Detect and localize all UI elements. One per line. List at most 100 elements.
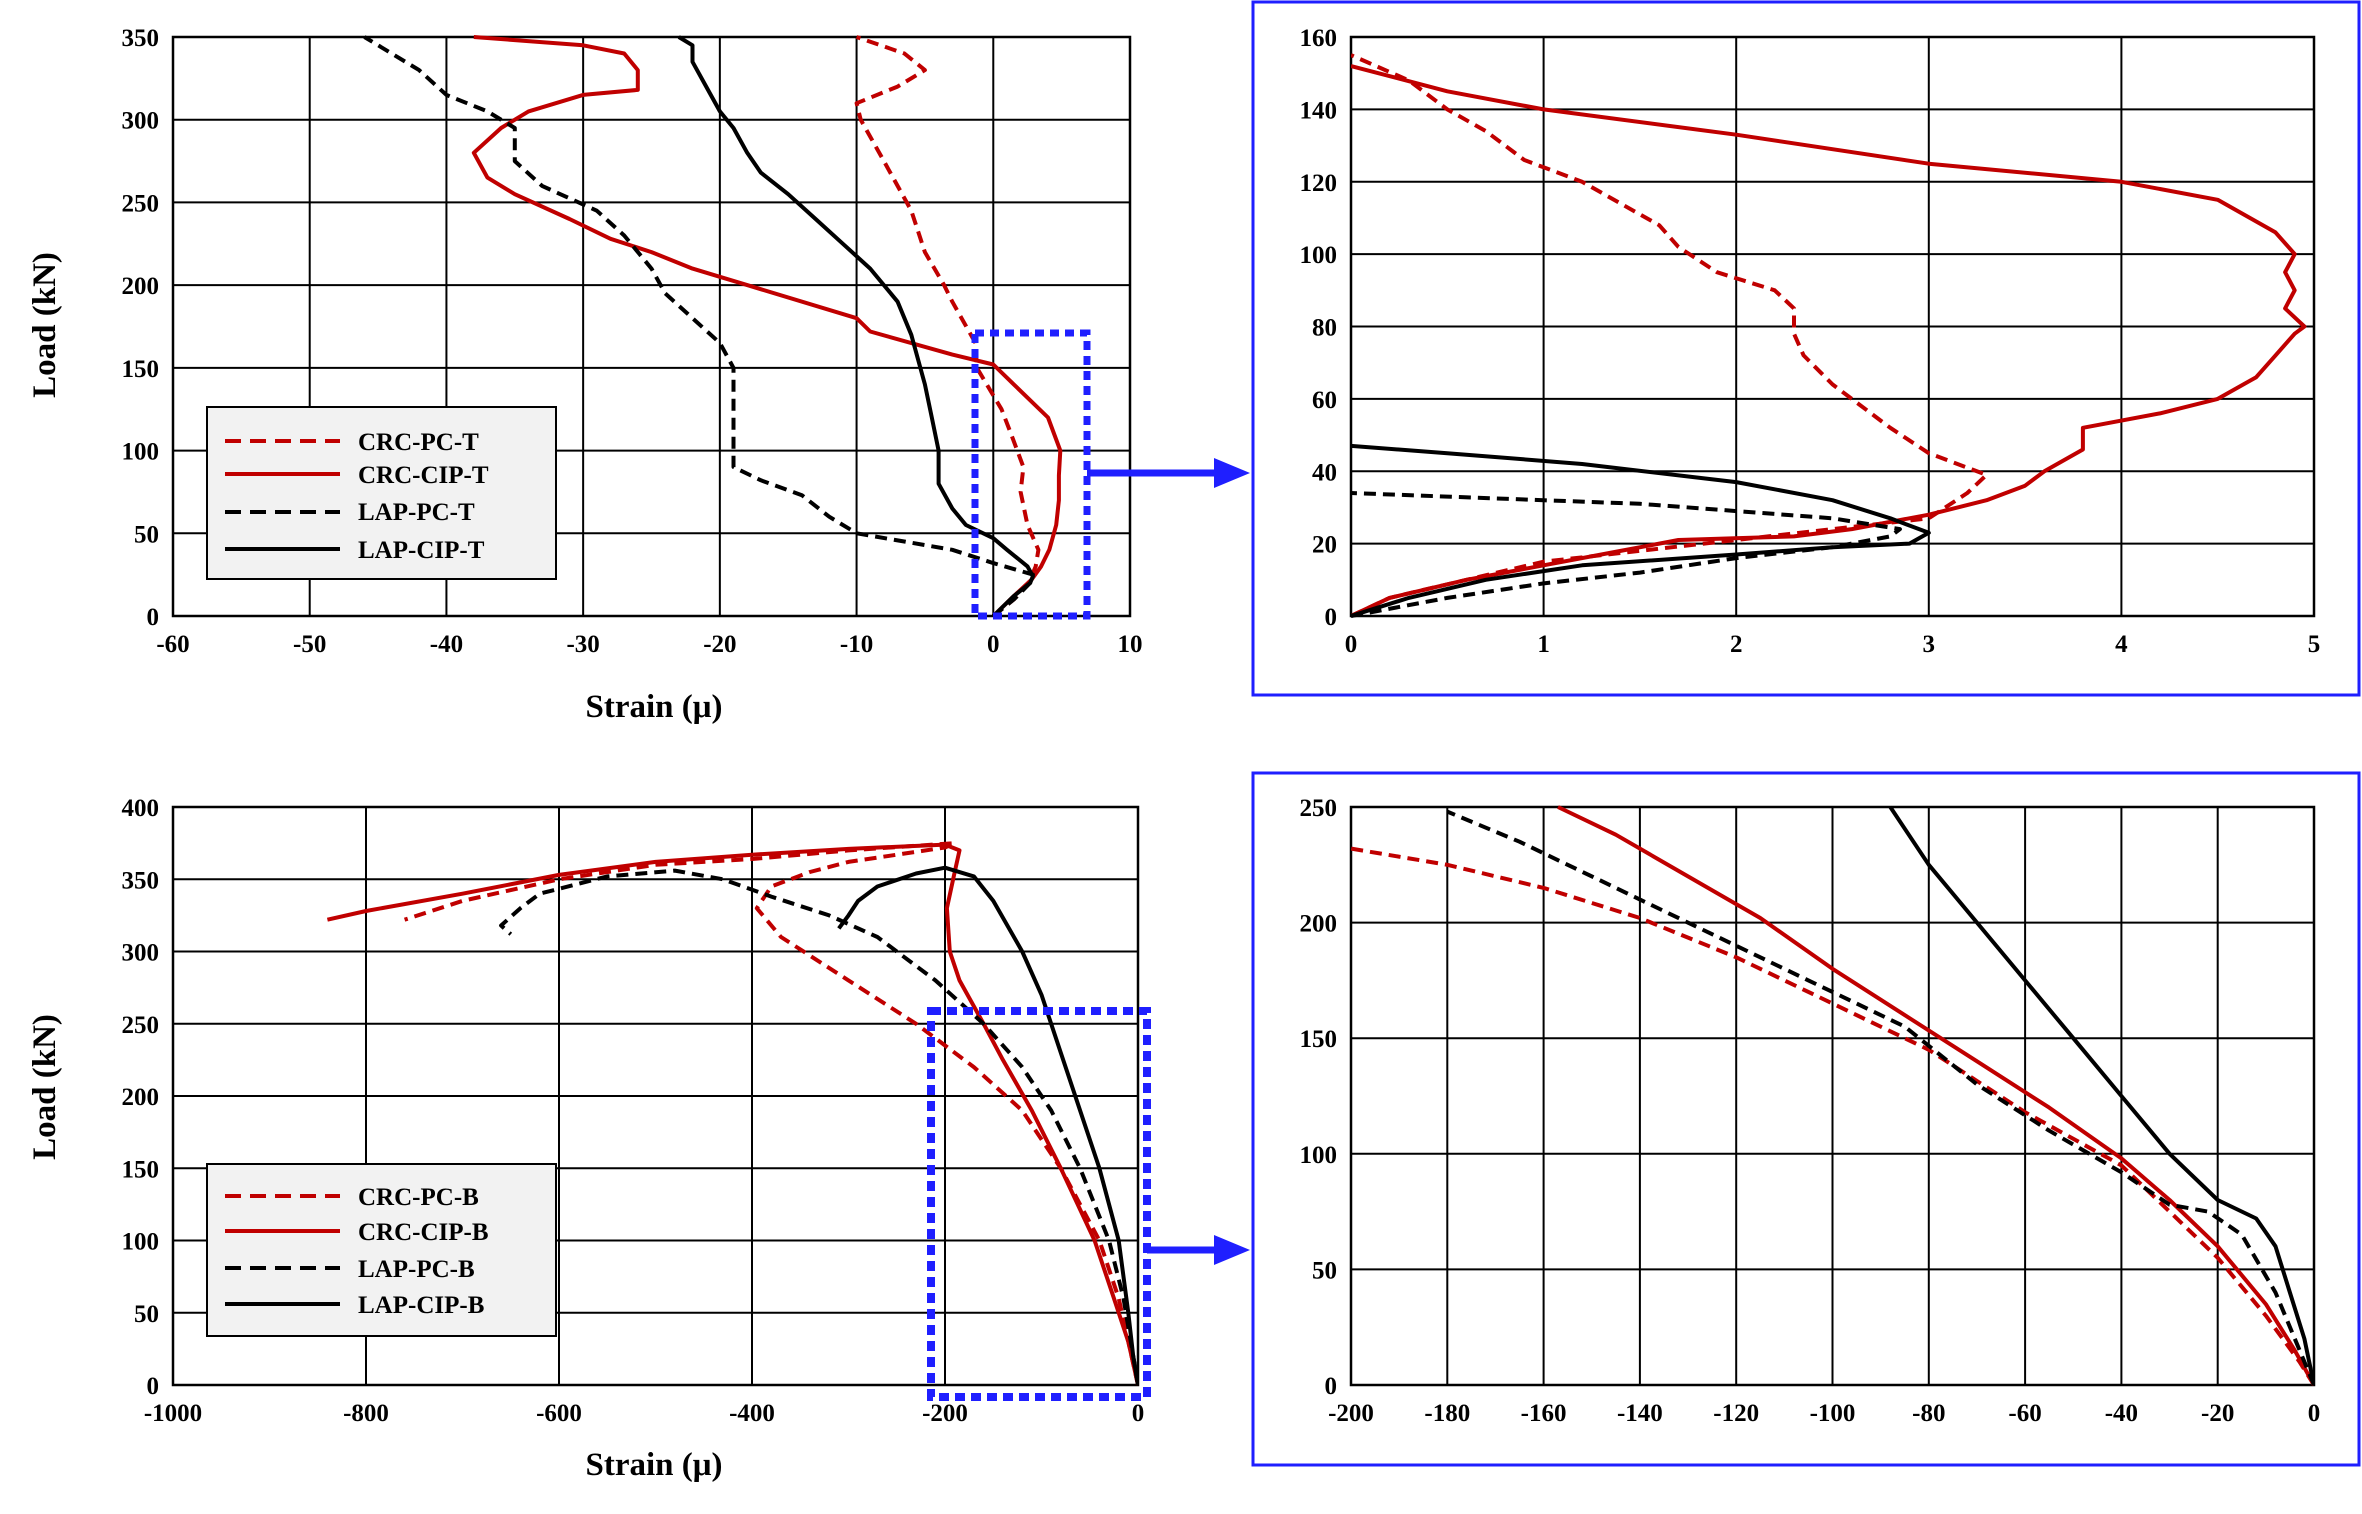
y-tick-label: 20 (1312, 532, 1337, 559)
x-tick-label: -120 (1713, 1400, 1759, 1427)
y-tick-label: 250 (1300, 795, 1338, 822)
legend-top: CRC-PC-T CRC-CIP-T LAP-PC-T LAP-CIP-T (206, 406, 557, 580)
x-tick-label: -200 (922, 1400, 968, 1427)
zoom-panel-frame-top (1251, 0, 2361, 697)
x-tick-label: 0 (1132, 1400, 1145, 1427)
x-tick-label: -400 (729, 1400, 775, 1427)
y-tick-label: 100 (1300, 242, 1338, 269)
x-tick-label: -800 (343, 1400, 389, 1427)
series-line-lap-pc-t (363, 35, 1035, 618)
y-tick-label: 120 (1300, 170, 1338, 197)
legend-label-lap-cip: LAP-CIP-B (358, 1292, 484, 1319)
legend-label-crc-cip: CRC-CIP-B (358, 1219, 489, 1246)
y-tick-label: 80 (1312, 315, 1337, 342)
series-line-crc-pc-t (1351, 53, 1989, 618)
plot-frame (171, 35, 1132, 618)
series-line-lap-pc-b (499, 868, 1138, 1386)
y-tick-label: 200 (122, 1084, 160, 1111)
legend-bottom: CRC-PC-B CRC-CIP-B LAP-PC-B LAP-CIP-B (206, 1163, 557, 1337)
zoom-box-top (971, 329, 1091, 620)
x-tick-label: -60 (2008, 1400, 2041, 1427)
x-tick-label: -600 (536, 1400, 582, 1427)
series-line-crc-pc-b (1351, 846, 2314, 1387)
series-line-lap-cip-b (837, 865, 1138, 1386)
y-tick-label: 140 (1300, 97, 1338, 124)
legend-label-lap-pc: LAP-PC-T (358, 499, 475, 526)
x-tick-label: 3 (1923, 631, 1936, 658)
series-line-crc-pc-b (403, 841, 1138, 1386)
x-tick-label: 0 (2308, 1400, 2321, 1427)
series-line-crc-cip-b (1557, 805, 2314, 1386)
x-axis-label-bottom-left: Strain (μ) (586, 1447, 723, 1483)
series-line-lap-cip-t (1351, 443, 1931, 618)
x-tick-label: 4 (2115, 631, 2128, 658)
y-tick-label: 50 (134, 1301, 159, 1328)
plot-frame (1349, 35, 2316, 618)
plot-frame (171, 805, 1140, 1387)
y-tick-label: 150 (122, 1156, 160, 1183)
arrow-bottom (1147, 1235, 1250, 1265)
y-tick-label: 100 (122, 439, 160, 466)
zoom-panel-frame-bottom (1251, 771, 2361, 1467)
x-axis-label-top-left: Strain (μ) (586, 689, 723, 725)
y-tick-label: 60 (1312, 387, 1337, 414)
y-tick-label: 50 (134, 521, 159, 548)
x-tick-label: -80 (1912, 1400, 1945, 1427)
y-tick-label: 0 (147, 1373, 160, 1400)
y-tick-label: 150 (1300, 1026, 1338, 1053)
y-axis-label-top-left: Load (kN) (27, 252, 63, 398)
x-tick-label: -40 (2105, 1400, 2138, 1427)
chart-bottom-left: -1000 -800 -600 -400 -200 0 0 50 100 150 200 250 300… (122, 795, 1145, 1427)
y-tick-label: 300 (122, 940, 160, 967)
x-tick-label: -40 (430, 631, 463, 658)
x-tick-label: 1 (1537, 631, 1550, 658)
x-tick-label: -60 (156, 631, 189, 658)
y-tick-label: 160 (1300, 25, 1338, 52)
y-tick-label: 150 (122, 356, 160, 383)
x-tick-label: -20 (703, 631, 736, 658)
x-tick-label: -20 (2201, 1400, 2234, 1427)
chart-bottom-right: -200 -180 -160 -140 -120 -100 -80 -60 -40 -20 0050… (1300, 795, 2321, 1427)
x-tick-label: -200 (1328, 1400, 1374, 1427)
x-tick-label: 0 (987, 631, 1000, 658)
legend-box (206, 1163, 557, 1337)
y-tick-label: 400 (122, 795, 160, 822)
legend-label-lap-pc: LAP-PC-B (358, 1256, 475, 1283)
y-tick-label: 100 (1300, 1142, 1338, 1169)
x-tick-label: 5 (2308, 631, 2321, 658)
chart-top-left: -60 -50 -40 -30 -20 -10 0 100501001502002503003… (122, 25, 1143, 658)
plot-frame (1349, 805, 2316, 1387)
x-tick-label: 0 (1345, 631, 1358, 658)
series-line-crc-cip-t (471, 35, 1063, 618)
x-tick-label: -140 (1617, 1400, 1663, 1427)
y-tick-label: 350 (122, 25, 160, 52)
x-tick-label: -1000 (144, 1400, 202, 1427)
zoom-box-bottom (927, 1007, 1151, 1401)
series-line-lap-pc-t (1351, 491, 1902, 618)
arrow-top (1087, 458, 1250, 488)
x-tick-label: -10 (840, 631, 873, 658)
y-tick-label: 200 (122, 273, 160, 300)
series-line-crc-cip-b (326, 842, 1138, 1386)
x-tick-label: -30 (566, 631, 599, 658)
x-tick-label: -100 (1810, 1400, 1856, 1427)
y-tick-label: 200 (1300, 911, 1338, 938)
y-tick-label: 50 (1312, 1257, 1337, 1284)
legend-label-crc-pc: CRC-PC-B (358, 1184, 479, 1211)
series-line-lap-cip-b (1888, 805, 2314, 1386)
y-tick-label: 0 (1325, 604, 1338, 631)
y-tick-label: 40 (1312, 459, 1337, 486)
legend-label-crc-cip: CRC-CIP-T (358, 462, 489, 489)
y-tick-label: 250 (122, 1012, 160, 1039)
legend-label-crc-pc: CRC-PC-T (358, 429, 479, 456)
x-tick-label: 2 (1730, 631, 1743, 658)
x-tick-label: -160 (1521, 1400, 1567, 1427)
chart-top-right: 0 1 2 3 4 5 0 20 40 60 80 100 120 140 160 (1300, 25, 2321, 658)
x-tick-label: 10 (1118, 631, 1143, 658)
y-tick-label: 250 (122, 190, 160, 217)
y-axis-label-bottom-left: Load (kN) (27, 1014, 63, 1160)
y-tick-label: 0 (147, 604, 160, 631)
y-tick-label: 0 (1325, 1373, 1338, 1400)
y-tick-label: 350 (122, 867, 160, 894)
